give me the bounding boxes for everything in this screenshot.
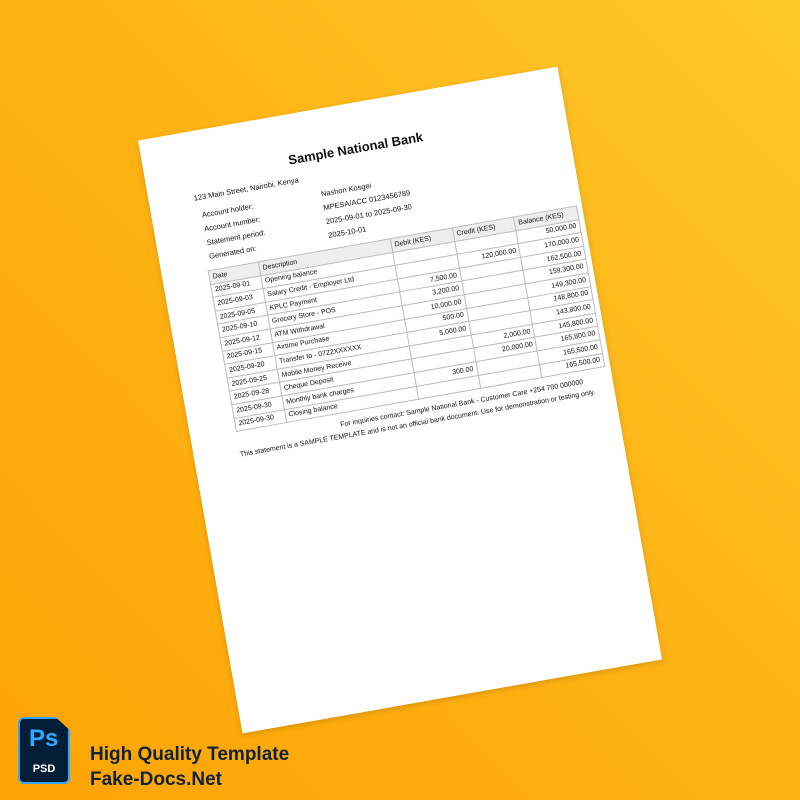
ps-label: Ps bbox=[29, 725, 59, 752]
branding-line2: Fake-Docs.Net bbox=[90, 769, 222, 790]
psd-label: PSD bbox=[32, 763, 56, 775]
branding-line1: High Quality Template bbox=[90, 744, 290, 765]
bank-statement-page: Sample National Bank 123 Main Street, Na… bbox=[137, 66, 663, 734]
branding: High Quality Template Fake-Docs.Net bbox=[90, 742, 289, 792]
photoshop-icon: Ps PSD bbox=[18, 717, 70, 784]
bank-name-title: Sample National Bank bbox=[287, 129, 425, 168]
